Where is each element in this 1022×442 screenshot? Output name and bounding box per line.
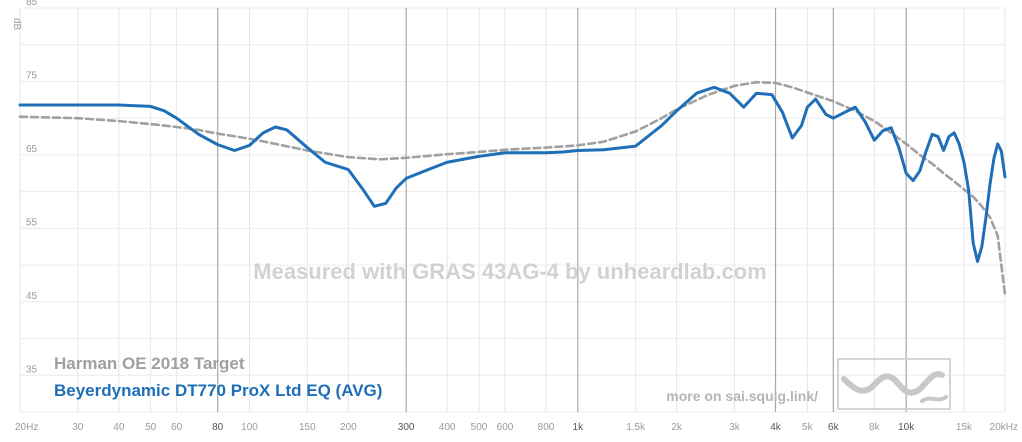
x-tick-label: 20Hz [15, 422, 38, 433]
legend-entry-measured: Beyerdynamic DT770 ProX Ltd EQ (AVG) [54, 381, 382, 400]
legend-entry-target: Harman OE 2018 Target [54, 354, 245, 373]
x-tick-label: 300 [398, 422, 415, 433]
logo-squiggle [920, 395, 948, 403]
y-tick-label: 65 [26, 144, 38, 155]
x-tick-label: 3k [729, 422, 741, 433]
x-tick-label: 2k [671, 422, 683, 433]
x-tick-label: 10k [898, 422, 915, 433]
x-tick-label: 30 [72, 422, 84, 433]
x-tick-label: 600 [497, 422, 514, 433]
y-tick-label: 35 [26, 364, 38, 375]
x-tick-label: 100 [241, 422, 258, 433]
logo-wave [841, 371, 945, 396]
y-axis-ticks: 85 75 65 55 45 35 [26, 0, 38, 375]
y-axis-label: dB [11, 18, 22, 31]
x-tick-label: 200 [340, 422, 357, 433]
y-tick-label: 45 [26, 291, 38, 302]
x-tick-label: 4k [770, 422, 782, 433]
x-tick-label: 15k [956, 422, 973, 433]
x-tick-label: 1k [573, 422, 585, 433]
x-tick-label: 8k [869, 422, 881, 433]
x-tick-label: 80 [212, 422, 224, 433]
squig-logo [837, 358, 951, 410]
x-tick-label: 800 [538, 422, 555, 433]
x-tick-label: 150 [299, 422, 316, 433]
x-tick-label: 40 [113, 422, 125, 433]
grid [19, 7, 1006, 413]
y-tick-label: 85 [26, 0, 38, 8]
x-tick-label: 50 [145, 422, 157, 433]
logo-frame [837, 358, 951, 410]
x-tick-label: 500 [471, 422, 488, 433]
x-tick-label: 60 [171, 422, 183, 433]
x-axis-ticks: 20Hz 30 40 50 60 80 100 150 200 300 400 500 600 800 1k… [15, 422, 1018, 433]
footer-link-text[interactable]: more on sai.squig.link/ [666, 388, 818, 404]
series-line-measured [18, 85, 1007, 263]
x-tick-label: 5k [802, 422, 814, 433]
x-tick-label: 20kHz [990, 422, 1018, 433]
y-tick-label: 55 [26, 217, 38, 228]
x-tick-label: 6k [828, 422, 840, 433]
x-tick-label: 1.5k [626, 422, 646, 433]
x-tick-label: 400 [439, 422, 456, 433]
watermark: Measured with GRAS 43AG-4 by unheardlab.… [253, 259, 766, 284]
series [18, 80, 1007, 296]
y-tick-label: 75 [26, 70, 38, 81]
